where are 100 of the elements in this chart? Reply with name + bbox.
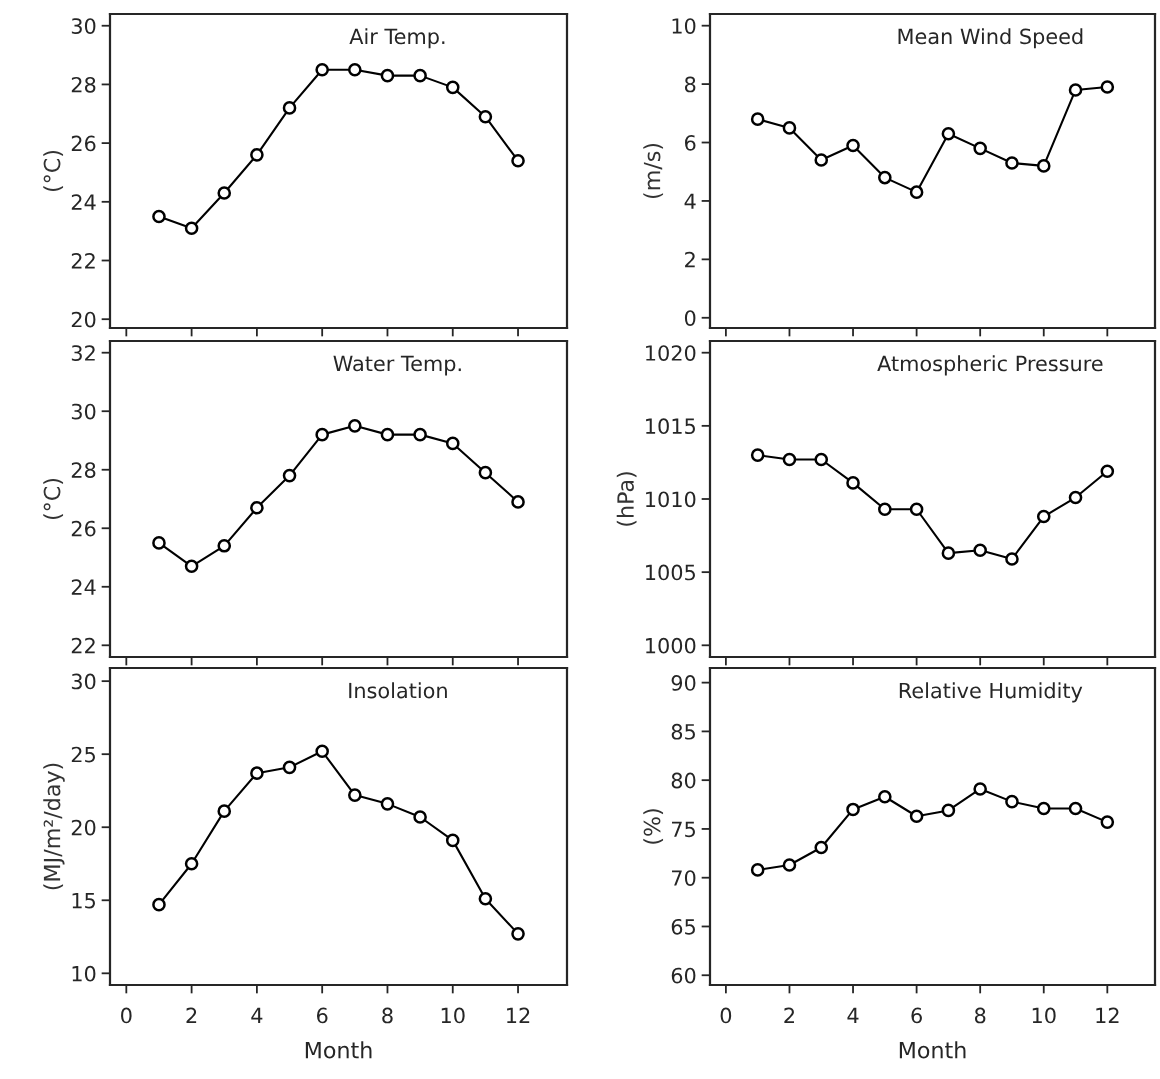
text: Air Temp. bbox=[349, 28, 445, 49]
point bbox=[445, 436, 460, 451]
point bbox=[973, 543, 987, 558]
point bbox=[1068, 490, 1083, 505]
point bbox=[973, 782, 987, 796]
point bbox=[282, 760, 297, 775]
x-tick-label: 10 bbox=[441, 1007, 465, 1024]
text: Mean Wind Speed bbox=[898, 28, 1083, 49]
x-tick-label: 10 bbox=[1032, 1007, 1056, 1024]
y-tick-label: 2 bbox=[685, 251, 695, 268]
y-tick-label: 65 bbox=[671, 918, 695, 935]
y-tick-label: 10 bbox=[72, 965, 96, 982]
point bbox=[315, 62, 329, 77]
point bbox=[511, 153, 525, 168]
point bbox=[750, 448, 765, 462]
y-tick-label: 60 bbox=[671, 967, 696, 984]
point bbox=[184, 856, 199, 871]
point bbox=[814, 452, 829, 467]
point bbox=[1036, 801, 1051, 816]
x-tick-label: 4 bbox=[847, 1007, 859, 1024]
y-tick-label: 4 bbox=[684, 193, 696, 209]
point bbox=[250, 766, 264, 780]
point bbox=[1036, 509, 1051, 524]
point bbox=[750, 863, 765, 877]
point bbox=[478, 109, 493, 124]
point bbox=[846, 802, 860, 817]
y-tick-label: 30 bbox=[71, 403, 96, 420]
y-tick-label: 24 bbox=[71, 194, 96, 210]
y-axis-title: (hPa) bbox=[616, 472, 637, 526]
point bbox=[1100, 464, 1115, 479]
y-tick-label: 1020 bbox=[646, 345, 696, 361]
y-tick-label: 90 bbox=[671, 675, 696, 691]
point bbox=[478, 892, 493, 906]
point bbox=[846, 476, 860, 490]
point bbox=[315, 744, 329, 759]
x-tick-label: 12 bbox=[507, 1007, 530, 1024]
point bbox=[909, 185, 924, 199]
text: Relative Humidity bbox=[899, 682, 1083, 703]
y-tick-label: 20 bbox=[71, 311, 96, 328]
x-axis-title: Month bbox=[899, 1041, 966, 1059]
point bbox=[782, 452, 797, 467]
point bbox=[909, 502, 924, 517]
point bbox=[814, 153, 829, 167]
point bbox=[1005, 552, 1019, 566]
point bbox=[511, 927, 525, 941]
y-tick-label: 22 bbox=[71, 252, 95, 269]
point bbox=[878, 170, 892, 185]
point bbox=[282, 468, 297, 483]
y-tick-label: 30 bbox=[71, 18, 96, 34]
y-tick-label: 26 bbox=[71, 520, 96, 537]
point bbox=[478, 465, 493, 480]
point bbox=[1036, 159, 1051, 173]
x-tick-label: 4 bbox=[251, 1007, 263, 1024]
y-tick-label: 6 bbox=[685, 134, 696, 151]
y-tick-label: 1000 bbox=[646, 637, 696, 654]
point bbox=[413, 810, 427, 824]
y-tick-label: 85 bbox=[671, 723, 695, 740]
point bbox=[348, 419, 362, 433]
point bbox=[445, 833, 460, 848]
y-tick-label: 28 bbox=[71, 462, 96, 478]
point bbox=[348, 62, 362, 77]
y-axis-title: (%) bbox=[643, 809, 664, 844]
y-tick-label: 26 bbox=[71, 135, 96, 152]
y-tick-label: 1015 bbox=[646, 418, 695, 435]
point bbox=[973, 141, 987, 156]
point bbox=[814, 840, 829, 855]
point bbox=[941, 546, 956, 560]
point bbox=[941, 126, 956, 141]
x-tick-label: 0 bbox=[720, 1007, 732, 1024]
x-tick-label: 2 bbox=[784, 1007, 795, 1024]
text: Water Temp. bbox=[333, 355, 461, 376]
point bbox=[511, 495, 525, 509]
point bbox=[1100, 815, 1115, 829]
point bbox=[250, 148, 264, 162]
point bbox=[152, 897, 166, 912]
y-tick-label: 1005 bbox=[646, 564, 695, 581]
point bbox=[1100, 80, 1115, 94]
y-axis-title: (°C) bbox=[43, 478, 64, 520]
point bbox=[184, 559, 199, 574]
point bbox=[878, 502, 892, 517]
point bbox=[1068, 83, 1083, 97]
y-tick-label: 15 bbox=[72, 893, 95, 909]
y-tick-label: 20 bbox=[71, 819, 96, 836]
x-tick-label: 6 bbox=[911, 1007, 922, 1024]
y-tick-label: 32 bbox=[71, 345, 95, 361]
y-axis-title: (°C) bbox=[43, 150, 64, 192]
point bbox=[184, 221, 199, 236]
y-tick-label: 30 bbox=[71, 673, 96, 690]
point bbox=[348, 788, 362, 802]
point bbox=[217, 804, 232, 818]
point bbox=[878, 789, 892, 804]
x-tick-label: 8 bbox=[382, 1007, 393, 1024]
point bbox=[846, 138, 860, 153]
y-tick-label: 24 bbox=[71, 579, 96, 595]
point bbox=[1005, 794, 1019, 809]
point bbox=[380, 427, 395, 442]
y-tick-label: 10 bbox=[672, 18, 696, 34]
point bbox=[1068, 801, 1083, 816]
y-tick-label: 1010 bbox=[646, 491, 696, 508]
x-tick-label: 12 bbox=[1096, 1007, 1119, 1024]
